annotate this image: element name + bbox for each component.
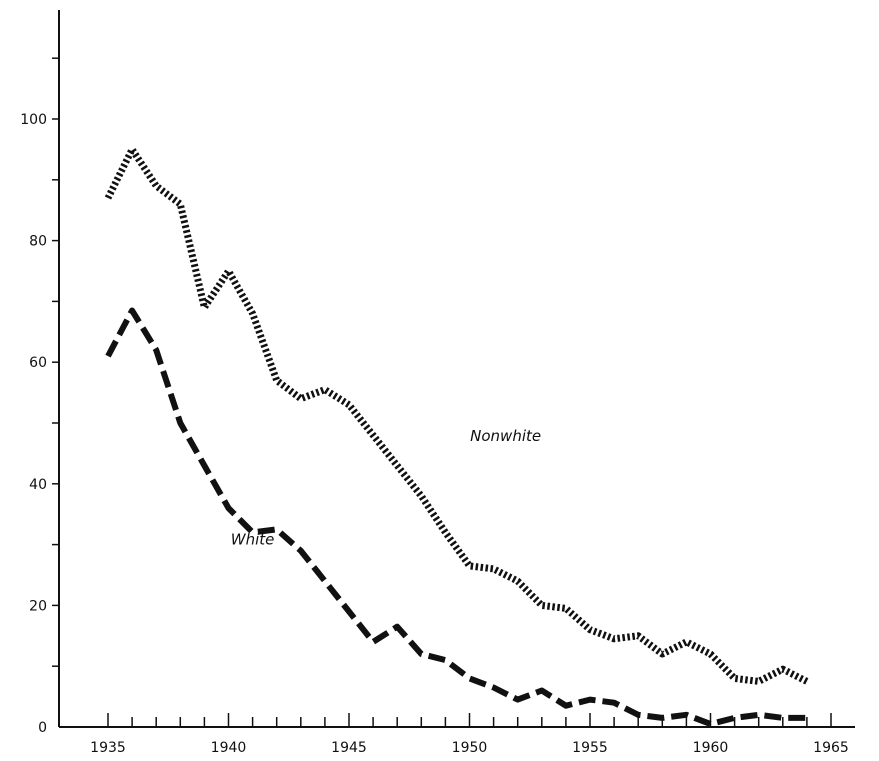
x-tick-label: 1940: [211, 740, 247, 756]
series-layer: [104, 145, 809, 727]
x-tick-label: 1960: [693, 740, 729, 756]
y-ticks: 0 20 40 60 80 100: [20, 57, 59, 736]
x-tick-label: 1935: [90, 740, 126, 756]
series-label-white: White: [231, 531, 275, 549]
axes: [58, 10, 855, 728]
annotation-layer: Nonwhite White: [231, 427, 541, 548]
y-tick-label: 20: [29, 598, 47, 614]
x-tick-label: 1950: [452, 740, 488, 756]
series-line-white: [105, 307, 807, 727]
y-tick-label: 80: [29, 234, 47, 250]
y-tick-label: 40: [29, 477, 47, 493]
y-tick-label: 60: [29, 355, 47, 371]
series-line-nonwhite: [104, 145, 809, 685]
y-tick-label: 0: [38, 720, 47, 736]
x-ticks: 1935 1940 1945 1950 1955 1960 1965: [90, 713, 849, 756]
x-tick-label: 1945: [331, 740, 367, 756]
x-tick-label: 1965: [813, 740, 849, 756]
x-tick-label: 1955: [572, 740, 608, 756]
series-label-nonwhite: Nonwhite: [470, 427, 541, 445]
y-tick-label: 100: [20, 112, 47, 128]
